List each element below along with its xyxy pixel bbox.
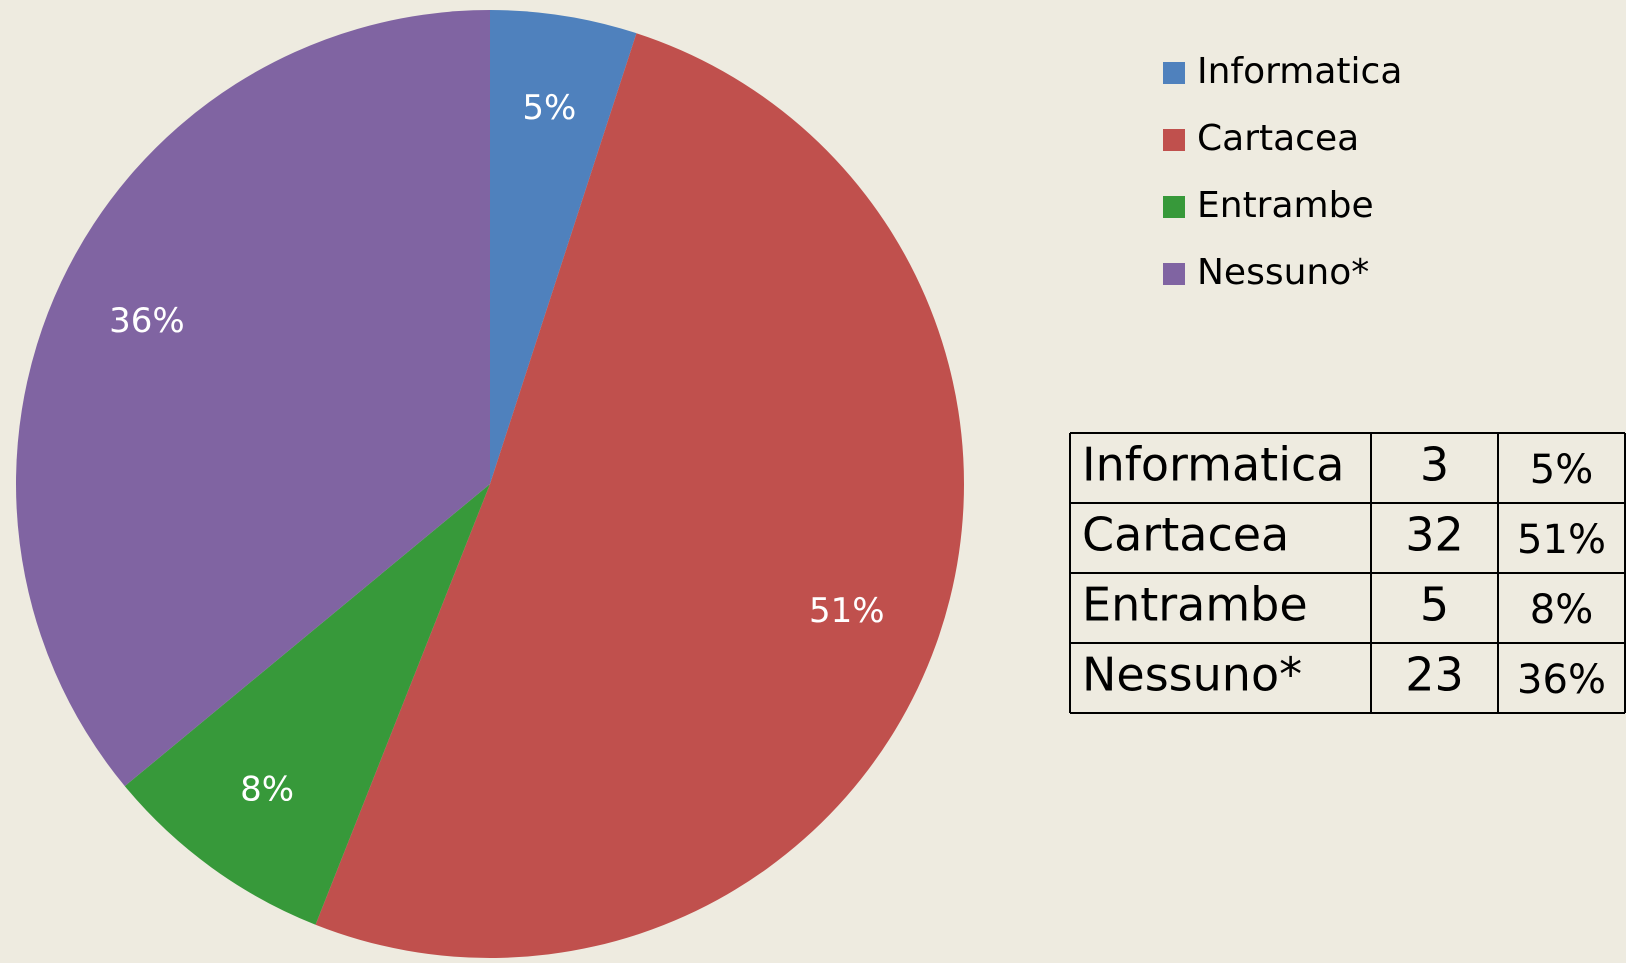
legend-label: Informatica [1197,51,1402,92]
slice-label: 51% [809,591,885,631]
slice-label: 8% [240,769,294,809]
slice-label: 5% [522,88,576,128]
table-cell: 3 [1420,438,1449,492]
table-cell: 8% [1530,587,1593,633]
pie-slice [490,10,637,484]
pie-slice [16,10,491,787]
legend-swatch [1163,129,1185,151]
table-cell: 23 [1405,648,1464,702]
table-cell: Informatica [1082,438,1344,492]
table-cell: Nessuno* [1082,648,1302,702]
table-cell: 5 [1420,578,1449,632]
table-cell: 5% [1530,447,1593,493]
legend-label: Cartacea [1197,118,1359,159]
legend-swatch [1163,196,1185,218]
legend-swatch [1163,263,1185,285]
legend-swatch [1163,62,1185,84]
slice-label: 36% [109,301,185,341]
pie-slice [315,33,965,959]
legend-label: Entrambe [1197,185,1374,226]
pie-slice [124,484,490,925]
table-cell: 51% [1517,517,1606,563]
table-cell: Entrambe [1082,578,1308,632]
legend-label: Nessuno* [1197,252,1369,293]
table-cell: 32 [1405,508,1464,562]
table-cell: 36% [1517,657,1606,703]
table-cell: Cartacea [1082,508,1289,562]
